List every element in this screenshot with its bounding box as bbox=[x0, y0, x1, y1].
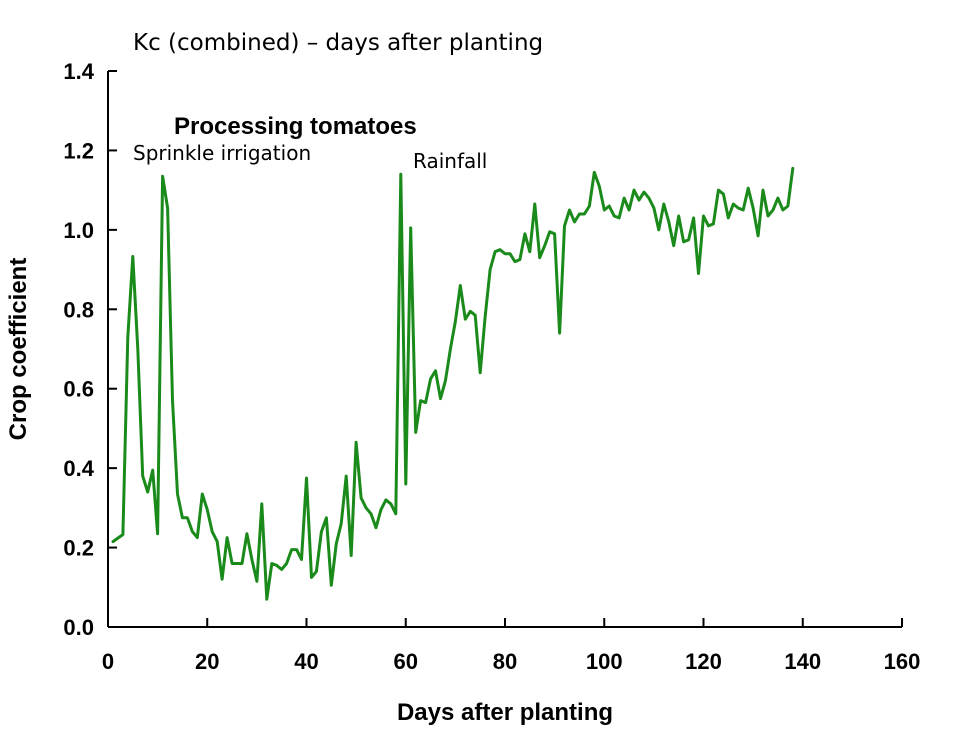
y-tick-label: 0.6 bbox=[63, 377, 94, 402]
x-tick-label: 20 bbox=[195, 649, 219, 674]
y-tick-label: 1.0 bbox=[63, 218, 94, 243]
x-tick-label: 100 bbox=[586, 649, 623, 674]
y-tick-label: 0.8 bbox=[63, 297, 94, 322]
x-tick-label: 40 bbox=[294, 649, 318, 674]
y-ticks: 0.0 0.2 0.4 0.6 0.8 1.0 1.2 1.4 bbox=[63, 59, 117, 640]
y-axis-label: Crop coefficient bbox=[5, 258, 32, 441]
chart-subtitle: Processing tomatoes bbox=[174, 113, 417, 140]
x-axis-label: Days after planting bbox=[397, 699, 613, 726]
annotation-sprinkle-irrigation: Sprinkle irrigation bbox=[133, 141, 311, 165]
x-tick-label: 0 bbox=[102, 649, 114, 674]
y-tick-label: 1.4 bbox=[63, 59, 94, 84]
y-tick-label: 0.2 bbox=[63, 536, 94, 561]
x-tick-label: 60 bbox=[394, 649, 418, 674]
x-tick-label: 80 bbox=[493, 649, 517, 674]
y-tick-label: 1.2 bbox=[63, 138, 94, 163]
annotation-rainfall: Rainfall bbox=[413, 149, 487, 173]
x-tick-label: 140 bbox=[784, 649, 821, 674]
series-line-kc bbox=[111, 166, 795, 601]
x-tick-label: 120 bbox=[685, 649, 722, 674]
chart-title: Kc (combined) – days after planting bbox=[133, 30, 543, 56]
x-ticks: 0 20 40 60 80 100 120 140 160 bbox=[102, 618, 920, 674]
x-tick-label: 160 bbox=[884, 649, 921, 674]
y-tick-label: 0.4 bbox=[63, 456, 94, 481]
y-tick-label: 0.0 bbox=[63, 615, 94, 640]
